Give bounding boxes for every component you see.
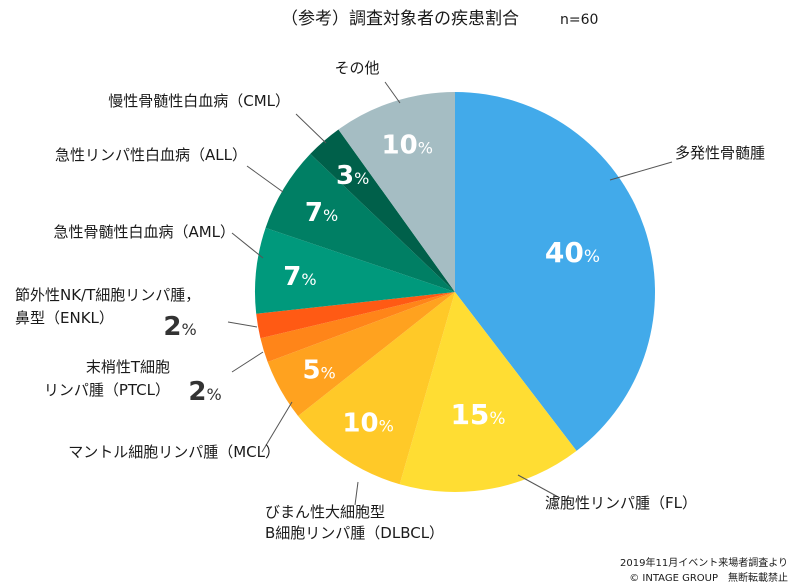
leader-line-3 — [354, 481, 359, 506]
slice-value-8: 7% — [305, 198, 338, 228]
slice-label-8: 急性リンパ性白血病（ALL） — [55, 146, 247, 164]
pie-slice-2 — [399, 292, 577, 493]
leader-line-1 — [609, 161, 673, 181]
footer-source: 2019年11月イベント来場者調査より — [620, 556, 788, 569]
slice-label-10: その他 — [334, 59, 379, 77]
pie-slice-1 — [455, 92, 656, 451]
pie-slice-4 — [267, 292, 455, 417]
pie-slices — [254, 92, 656, 493]
slice-label-6: 節外性NK/T細胞リンパ腫，鼻型（ENKL） — [15, 286, 200, 327]
pie-slice-8 — [265, 153, 455, 292]
leader-line-7 — [231, 232, 264, 259]
pie-slice-10 — [338, 92, 455, 292]
slice-value-7: 7% — [283, 262, 316, 292]
leader-line-8 — [246, 165, 284, 193]
footer-copyright: © INTAGE GROUP 無断転載禁止 — [629, 571, 788, 584]
leader-line-10 — [384, 81, 401, 104]
slice-value-4: 5% — [302, 356, 335, 386]
slice-value-6: 2% — [163, 312, 196, 342]
leader-line-2 — [517, 474, 561, 499]
slice-label-3: びまん性大細胞型 B細胞リンパ腫（DLBCL） — [265, 503, 444, 542]
pie-slice-9 — [310, 129, 455, 292]
pie-slice-3 — [298, 292, 455, 485]
slice-label-7: 急性骨髄性白血病（AML） — [53, 223, 235, 241]
pie-slice-6 — [256, 292, 455, 339]
pie-slice-5 — [260, 292, 455, 363]
leader-line-4 — [261, 401, 293, 453]
slice-value-5: 2% — [188, 377, 221, 407]
slice-value-10: 10% — [382, 130, 433, 160]
chart-title: （参考）調査対象者の疾患割合 — [281, 9, 519, 29]
slice-values: 40%15%10%5%2%2%7%7%3%10% — [163, 130, 600, 438]
pie-slice-7 — [254, 227, 455, 314]
leader-line-6 — [227, 321, 258, 328]
slice-value-3: 10% — [342, 409, 393, 439]
slice-label-9: 慢性骨髄性白血病（CML） — [108, 92, 290, 110]
slice-value-2: 15% — [450, 398, 505, 431]
slice-value-9: 3% — [336, 161, 369, 191]
slice-label-2: 濾胞性リンパ腫（FL） — [545, 494, 697, 512]
slice-label-1: 多発性骨髄腫 — [675, 144, 765, 162]
leader-lines — [227, 81, 673, 506]
leader-line-9 — [295, 113, 327, 144]
chart-subtitle: n=60 — [560, 12, 598, 28]
slice-value-1: 40% — [545, 236, 600, 269]
slice-label-4: マントル細胞リンパ腫（MCL） — [68, 443, 280, 461]
leader-line-5 — [231, 351, 264, 373]
slice-label-5: 末梢性T細胞リンパ腫（PTCL） — [44, 358, 170, 399]
